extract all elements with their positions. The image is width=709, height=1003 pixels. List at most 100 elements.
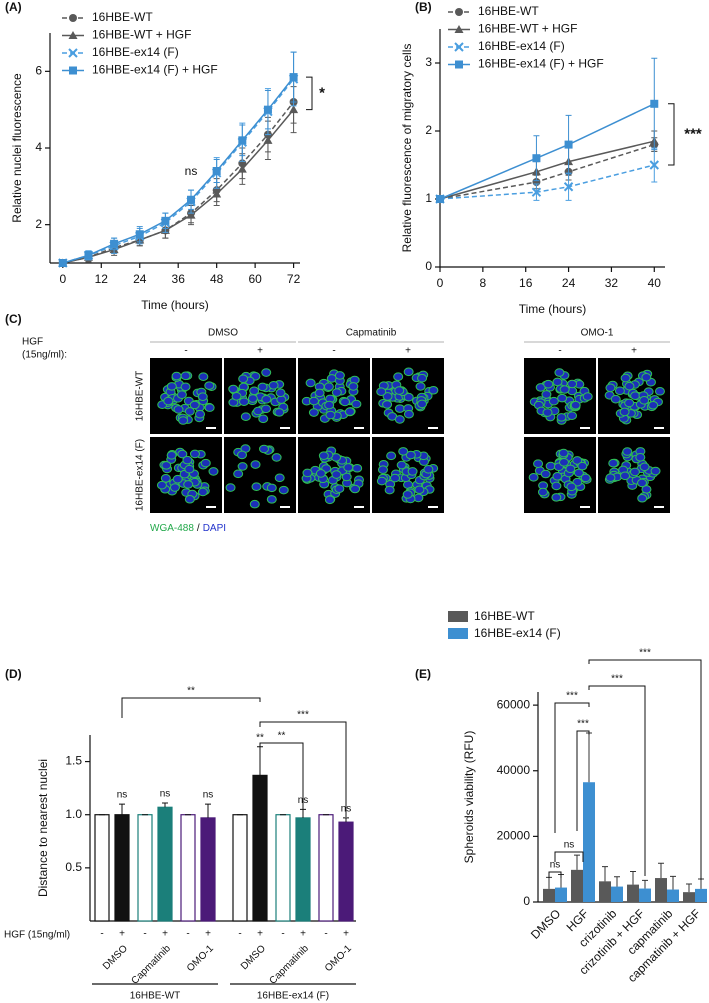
cell <box>160 473 171 483</box>
hgf-level: - <box>184 346 187 357</box>
bar <box>583 782 595 902</box>
cell <box>161 461 172 470</box>
legend-marker <box>454 42 464 52</box>
cell <box>198 372 209 382</box>
cell <box>250 460 261 469</box>
cell <box>605 383 616 393</box>
legend-label: 16HBE-ex14 (F) + HGF <box>478 57 604 71</box>
cell <box>376 476 387 486</box>
y-tick-label: 1.5 <box>65 754 82 768</box>
bar <box>114 814 130 922</box>
cell <box>315 469 326 478</box>
x-tick-label: 60 <box>248 272 262 286</box>
micrograph <box>298 358 370 434</box>
bar <box>318 814 334 922</box>
significance-label: ** <box>187 686 195 697</box>
cell <box>548 396 559 406</box>
treatment-label: HGF <box>22 337 43 348</box>
cell <box>178 416 189 425</box>
legend-swatch <box>448 611 468 622</box>
y-tick-label: 20000 <box>497 829 531 843</box>
y-axis-label: Relative fluorescence of migratory cells <box>400 44 414 253</box>
cell <box>566 482 577 492</box>
hgf-level: + <box>343 929 349 940</box>
error-bar <box>546 876 552 889</box>
group-label: 16HBE-ex14 (F) <box>257 991 329 1002</box>
cell <box>204 403 215 412</box>
y-tick-label: 40000 <box>497 763 531 777</box>
cell <box>231 392 242 401</box>
hgf-level: + <box>405 346 411 357</box>
significance-bracket <box>576 730 590 831</box>
series-line <box>62 109 295 264</box>
x-tick-label: 8 <box>480 276 487 290</box>
cell <box>171 371 182 381</box>
cell <box>197 392 208 401</box>
cell <box>629 467 640 477</box>
treatment-label: DMSO <box>101 943 130 972</box>
significance-bracket <box>554 851 584 862</box>
cell <box>204 381 215 390</box>
cell <box>565 464 576 474</box>
cell <box>278 485 289 495</box>
cell <box>407 467 418 476</box>
cell <box>180 371 191 381</box>
x-tick-label: 48 <box>210 272 224 286</box>
cell <box>541 390 552 399</box>
error-bar <box>614 876 620 887</box>
significance-label: *** <box>566 691 578 702</box>
hgf-level: - <box>281 929 284 940</box>
series-line <box>62 78 295 264</box>
significance-label: ns <box>160 789 171 800</box>
cell <box>314 388 325 398</box>
cell <box>251 482 262 491</box>
bar <box>599 881 611 902</box>
cell <box>324 400 335 410</box>
cell <box>605 473 616 482</box>
y-tick-label: 3 <box>425 55 432 69</box>
marker <box>58 259 67 267</box>
cell <box>567 379 578 389</box>
marker <box>289 73 298 82</box>
hgf-level: + <box>162 929 168 940</box>
micrograph <box>150 437 222 513</box>
cell <box>305 378 316 388</box>
bar <box>295 817 311 922</box>
legend-marker <box>69 14 77 22</box>
series-line <box>439 140 655 200</box>
error-bar <box>642 879 648 889</box>
cell <box>325 410 336 420</box>
y-tick-label: 2 <box>35 217 42 231</box>
hgf-level: - <box>143 929 146 940</box>
x-tick-label: 32 <box>605 276 619 290</box>
cell <box>189 449 200 459</box>
cell <box>189 400 200 410</box>
cell <box>557 393 568 403</box>
cell <box>197 487 208 497</box>
bar <box>137 814 153 922</box>
x-tick-label: 12 <box>95 272 109 286</box>
error-bar <box>602 866 608 882</box>
cell <box>177 449 188 459</box>
cell <box>382 392 393 401</box>
bar <box>232 814 248 922</box>
cell <box>614 386 625 396</box>
marker <box>650 99 659 108</box>
cell <box>639 462 650 472</box>
x-axis-label: Time (hours) <box>519 302 587 316</box>
cell <box>166 382 177 391</box>
cell <box>225 483 236 492</box>
error-bar <box>658 862 664 879</box>
cell <box>180 382 191 392</box>
cell <box>650 466 661 476</box>
legend-marker <box>455 60 463 69</box>
micrograph <box>298 437 370 513</box>
cell <box>415 382 426 391</box>
cell <box>274 408 285 417</box>
cell <box>237 462 248 471</box>
cell <box>323 382 334 392</box>
cell <box>567 411 578 421</box>
series-line <box>439 143 655 200</box>
significance-label: *** <box>577 719 589 730</box>
error-bar <box>686 883 692 893</box>
